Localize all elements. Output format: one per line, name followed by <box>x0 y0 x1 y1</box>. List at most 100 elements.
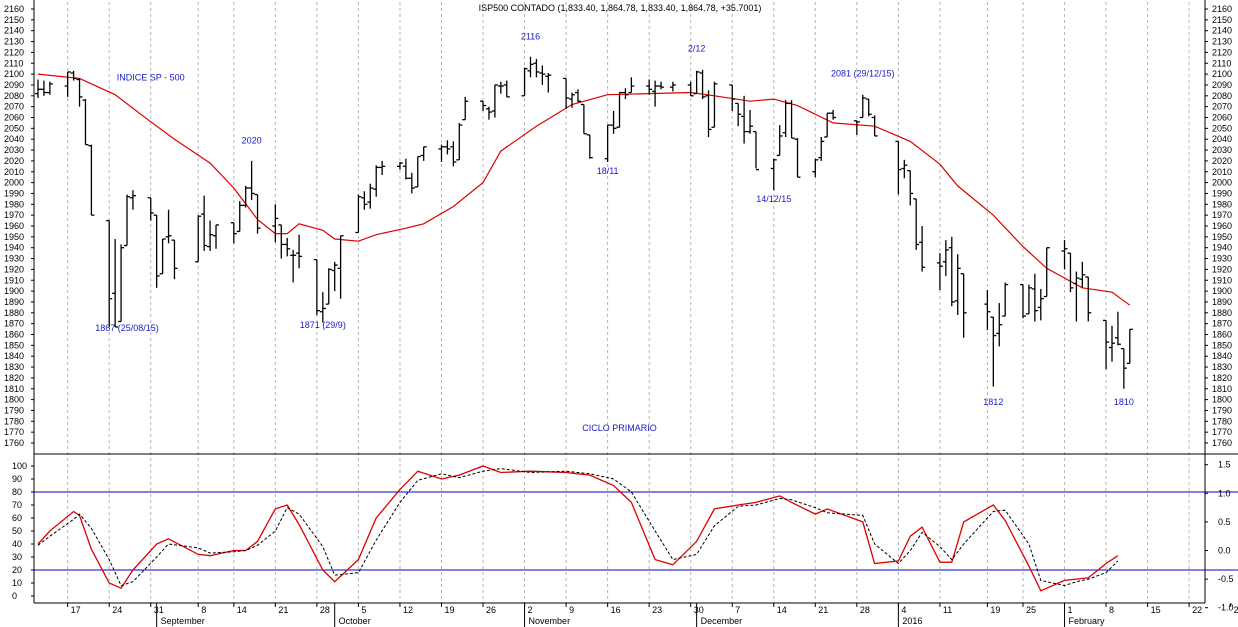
ohlc-bar <box>118 244 125 323</box>
ohlc-bar <box>580 103 587 135</box>
ohlc-bar <box>112 239 119 328</box>
ohlc-bar <box>895 140 902 195</box>
osc-tick-label-right: 0.0 <box>1218 546 1231 556</box>
y-tick-label-left: 1880 <box>4 308 24 318</box>
ohlc-bar <box>284 237 291 257</box>
ohlc-bar <box>747 109 754 134</box>
ohlc-bar <box>527 56 534 78</box>
y-tick-label-right: 2140 <box>1212 26 1232 36</box>
y-tick-label-left: 1990 <box>4 188 24 198</box>
ohlc-bar <box>788 100 795 139</box>
ohlc-bar <box>88 144 95 216</box>
ohlc-bar <box>533 58 540 78</box>
ohlc-bar <box>586 134 593 159</box>
y-tick-label-left: 2050 <box>4 123 24 133</box>
y-tick-label-right: 1880 <box>1212 308 1232 318</box>
osc-signal-line <box>37 468 1119 587</box>
ohlc-bar <box>699 69 706 100</box>
osc-tick-label-right: -0.5 <box>1218 574 1234 584</box>
y-tick-label-left: 2080 <box>4 91 24 101</box>
y-tick-label-right: 1960 <box>1212 221 1232 231</box>
ohlc-bar <box>729 84 736 111</box>
y-tick-label-left: 2120 <box>4 47 24 57</box>
oscillator-lines-layer <box>37 465 1119 592</box>
ohlc-bar <box>990 316 997 387</box>
ohlc-bar <box>290 249 297 283</box>
y-tick-label-left: 2110 <box>4 58 23 68</box>
ohlc-bar <box>503 80 510 98</box>
month-label: September <box>161 616 205 626</box>
x-tick-label: 21 <box>818 605 828 615</box>
y-tick-label-left: 2060 <box>4 113 24 123</box>
x-tick-label: 28 <box>320 605 330 615</box>
ohlc-bar <box>830 109 837 120</box>
y-tick-label-right: 1850 <box>1212 340 1232 350</box>
y-tick-label-right: 1920 <box>1212 264 1232 274</box>
y-tick-label-left: 2070 <box>4 102 24 112</box>
x-tick-label: 16 <box>611 605 621 615</box>
x-tick-label: 15 <box>1151 605 1161 615</box>
osc-tick-label-left: 60 <box>12 513 22 523</box>
chart-annotation: 1871 (29/9) <box>300 320 346 330</box>
ohlc-bar <box>853 120 860 135</box>
x-tick-label: 22 <box>1192 605 1202 615</box>
ohlc-bar <box>1079 261 1086 288</box>
ohlc-bar <box>960 273 967 338</box>
y-tick-label-right: 2020 <box>1212 156 1232 166</box>
ohlc-bar <box>444 140 451 155</box>
ohlc-bar <box>604 124 611 162</box>
ohlc-bar <box>1025 284 1032 315</box>
y-tick-label-left: 1780 <box>4 416 24 426</box>
y-tick-label-left: 2010 <box>4 167 24 177</box>
ohlc-bar <box>693 70 700 95</box>
ohlc-bar <box>521 67 528 97</box>
y-tick-label-right: 1780 <box>1212 416 1232 426</box>
month-label: 2016 <box>902 616 922 626</box>
ohlc-bar <box>331 261 338 292</box>
y-tick-label-right: 2070 <box>1212 102 1232 112</box>
y-tick-label-right: 2130 <box>1212 37 1232 47</box>
y-tick-label-left: 2020 <box>4 156 24 166</box>
ohlc-bar <box>124 194 131 247</box>
ohlc-bar <box>497 81 504 94</box>
y-tick-label-left: 1820 <box>4 373 24 383</box>
x-tick-label: 17 <box>71 605 81 615</box>
y-tick-label-right: 1820 <box>1212 373 1232 383</box>
ohlc-bar <box>480 100 487 111</box>
ohlc-bar <box>319 292 326 323</box>
y-tick-label-right: 2160 <box>1212 4 1232 14</box>
y-tick-label-left: 1980 <box>4 199 24 209</box>
y-tick-label-right: 2120 <box>1212 47 1232 57</box>
ohlc-bar <box>313 258 320 315</box>
ohlc-bar <box>195 215 202 263</box>
y-tick-label-right: 2030 <box>1212 145 1232 155</box>
y-tick-label-right: 2090 <box>1212 80 1232 90</box>
ohlc-bar <box>236 201 243 233</box>
ohlc-bar <box>545 73 552 93</box>
x-tick-label: 2 <box>1234 605 1238 615</box>
ohlc-bar <box>325 268 332 305</box>
ohlc-bar <box>646 79 653 95</box>
y-tick-label-right: 1800 <box>1212 395 1232 405</box>
osc-tick-label-right: 1.5 <box>1218 460 1231 470</box>
y-tick-label-right: 1930 <box>1212 254 1232 264</box>
x-tick-label: 19 <box>444 605 454 615</box>
x-tick-label: 12 <box>403 605 413 615</box>
y-tick-label-left: 2140 <box>4 26 24 36</box>
ohlc-bar <box>254 193 261 234</box>
y-tick-label-left: 1810 <box>4 384 24 394</box>
osc-tick-label-left: 90 <box>12 474 22 484</box>
ohlc-bar <box>942 240 949 276</box>
osc-main-line <box>37 465 1119 592</box>
month-label: December <box>701 616 743 626</box>
ohlc-bar <box>40 80 47 96</box>
x-tick-label: 19 <box>990 605 1000 615</box>
ohlc-bar <box>355 194 362 234</box>
y-tick-label-right: 1840 <box>1212 351 1232 361</box>
ohlc-bar <box>438 144 445 162</box>
y-tick-label-right: 2010 <box>1212 167 1232 177</box>
ohlc-bar <box>996 303 1003 347</box>
ohlc-bar <box>230 222 237 244</box>
x-tick-label: 8 <box>201 605 206 615</box>
